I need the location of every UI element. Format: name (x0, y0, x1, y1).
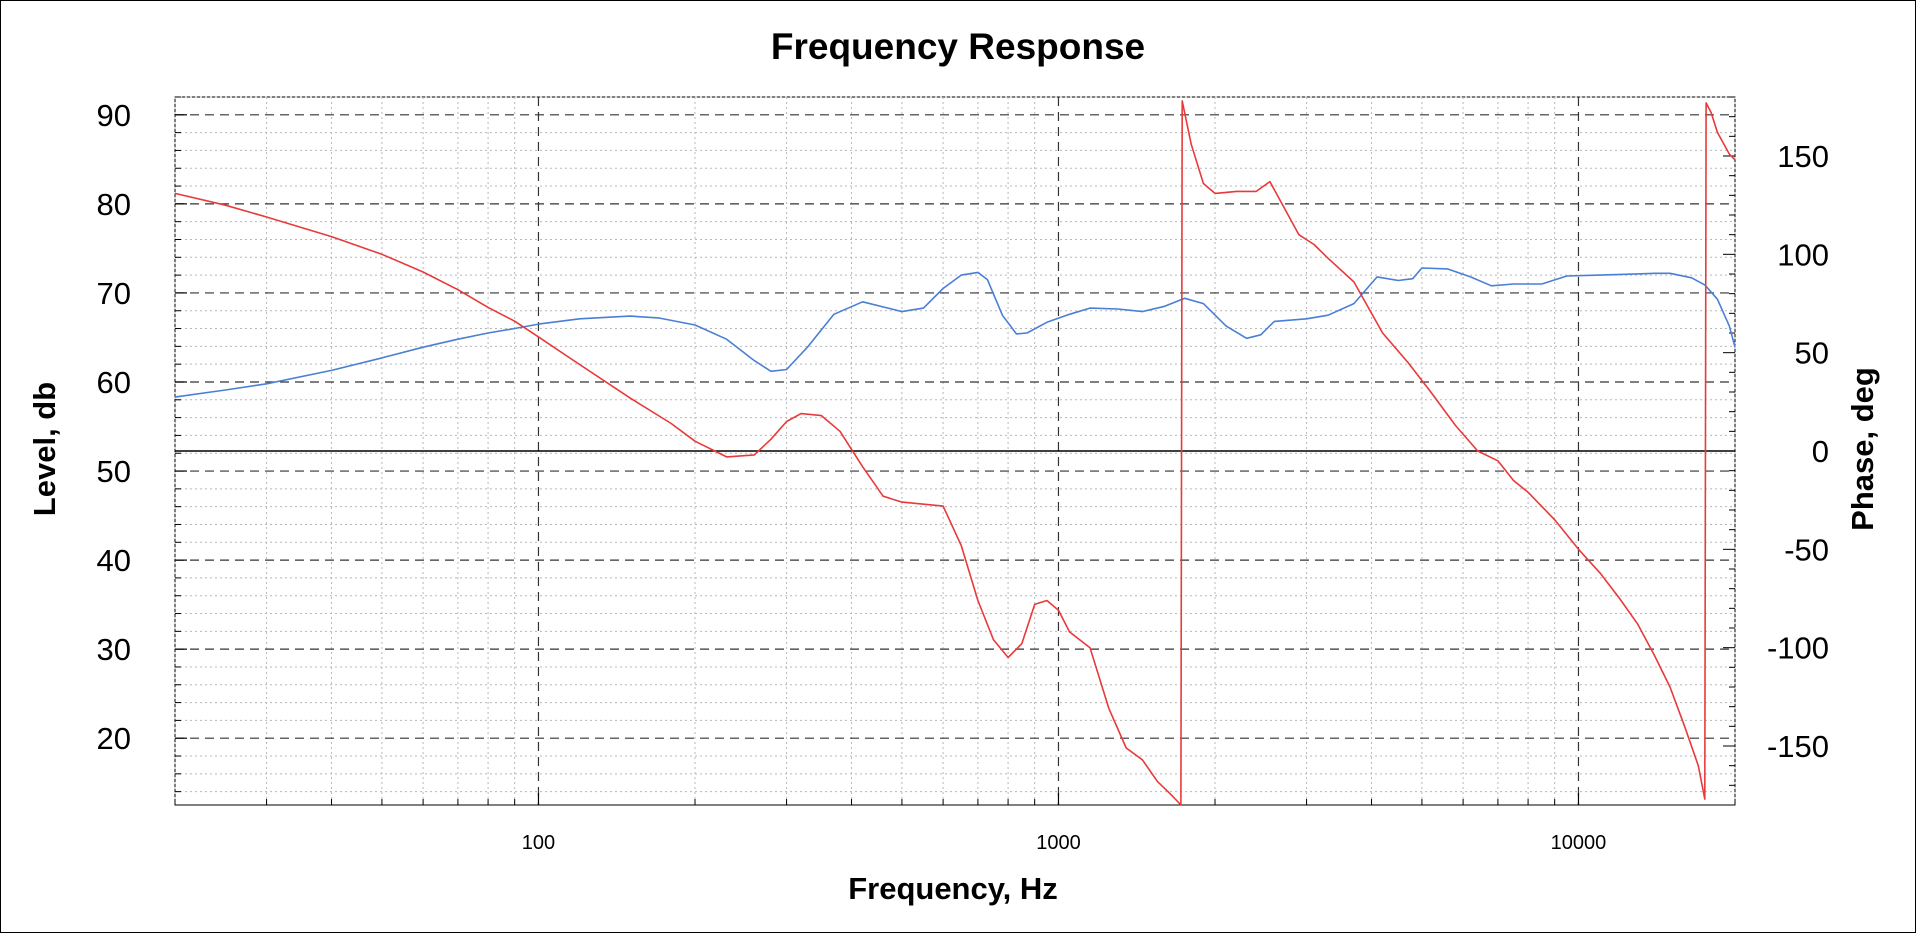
y-left-tick-label: 80 (97, 187, 131, 222)
phase-series-line (174, 100, 1736, 806)
y-left-tick-label: 30 (97, 632, 131, 667)
x-axis-tick-labels: 100 1000 10000 (522, 832, 1607, 854)
y-left-tick-label: 20 (97, 721, 131, 756)
y-right-tick-label: 150 (1777, 139, 1829, 174)
level-series-line (174, 267, 1736, 398)
y-right-tick-label: 0 (1812, 434, 1829, 469)
y-right-tick-label: -50 (1784, 532, 1829, 567)
series-layer (174, 100, 1736, 806)
right-axis-title: Phase, deg (1845, 367, 1880, 531)
x-tick-label: 10000 (1551, 832, 1607, 854)
y-right-tick-label: -100 (1767, 631, 1829, 666)
x-tick-label: 1000 (1036, 832, 1081, 854)
minor-grid (174, 96, 1736, 805)
y-right-tick-label: -150 (1767, 729, 1829, 764)
x-tick-label: 100 (522, 832, 555, 854)
y-right-tick-label: 50 (1795, 336, 1829, 371)
y-left-tick-label: 70 (97, 276, 131, 311)
y-left-tick-label: 50 (97, 454, 131, 489)
y-left-tick-label: 90 (97, 98, 131, 133)
chart-title: Frequency Response (771, 26, 1145, 67)
left-axis-title: Level, db (27, 382, 62, 516)
y-left-tick-label: 40 (97, 543, 131, 578)
x-axis-title: Frequency, Hz (848, 871, 1058, 906)
y-left-tick-label: 60 (97, 365, 131, 400)
left-axis-tick-labels: 20 30 40 50 60 70 80 90 (97, 98, 131, 756)
right-axis-tick-labels: -150 -100 -50 0 50 100 150 (1767, 139, 1829, 764)
y-right-tick-label: 100 (1777, 237, 1829, 272)
